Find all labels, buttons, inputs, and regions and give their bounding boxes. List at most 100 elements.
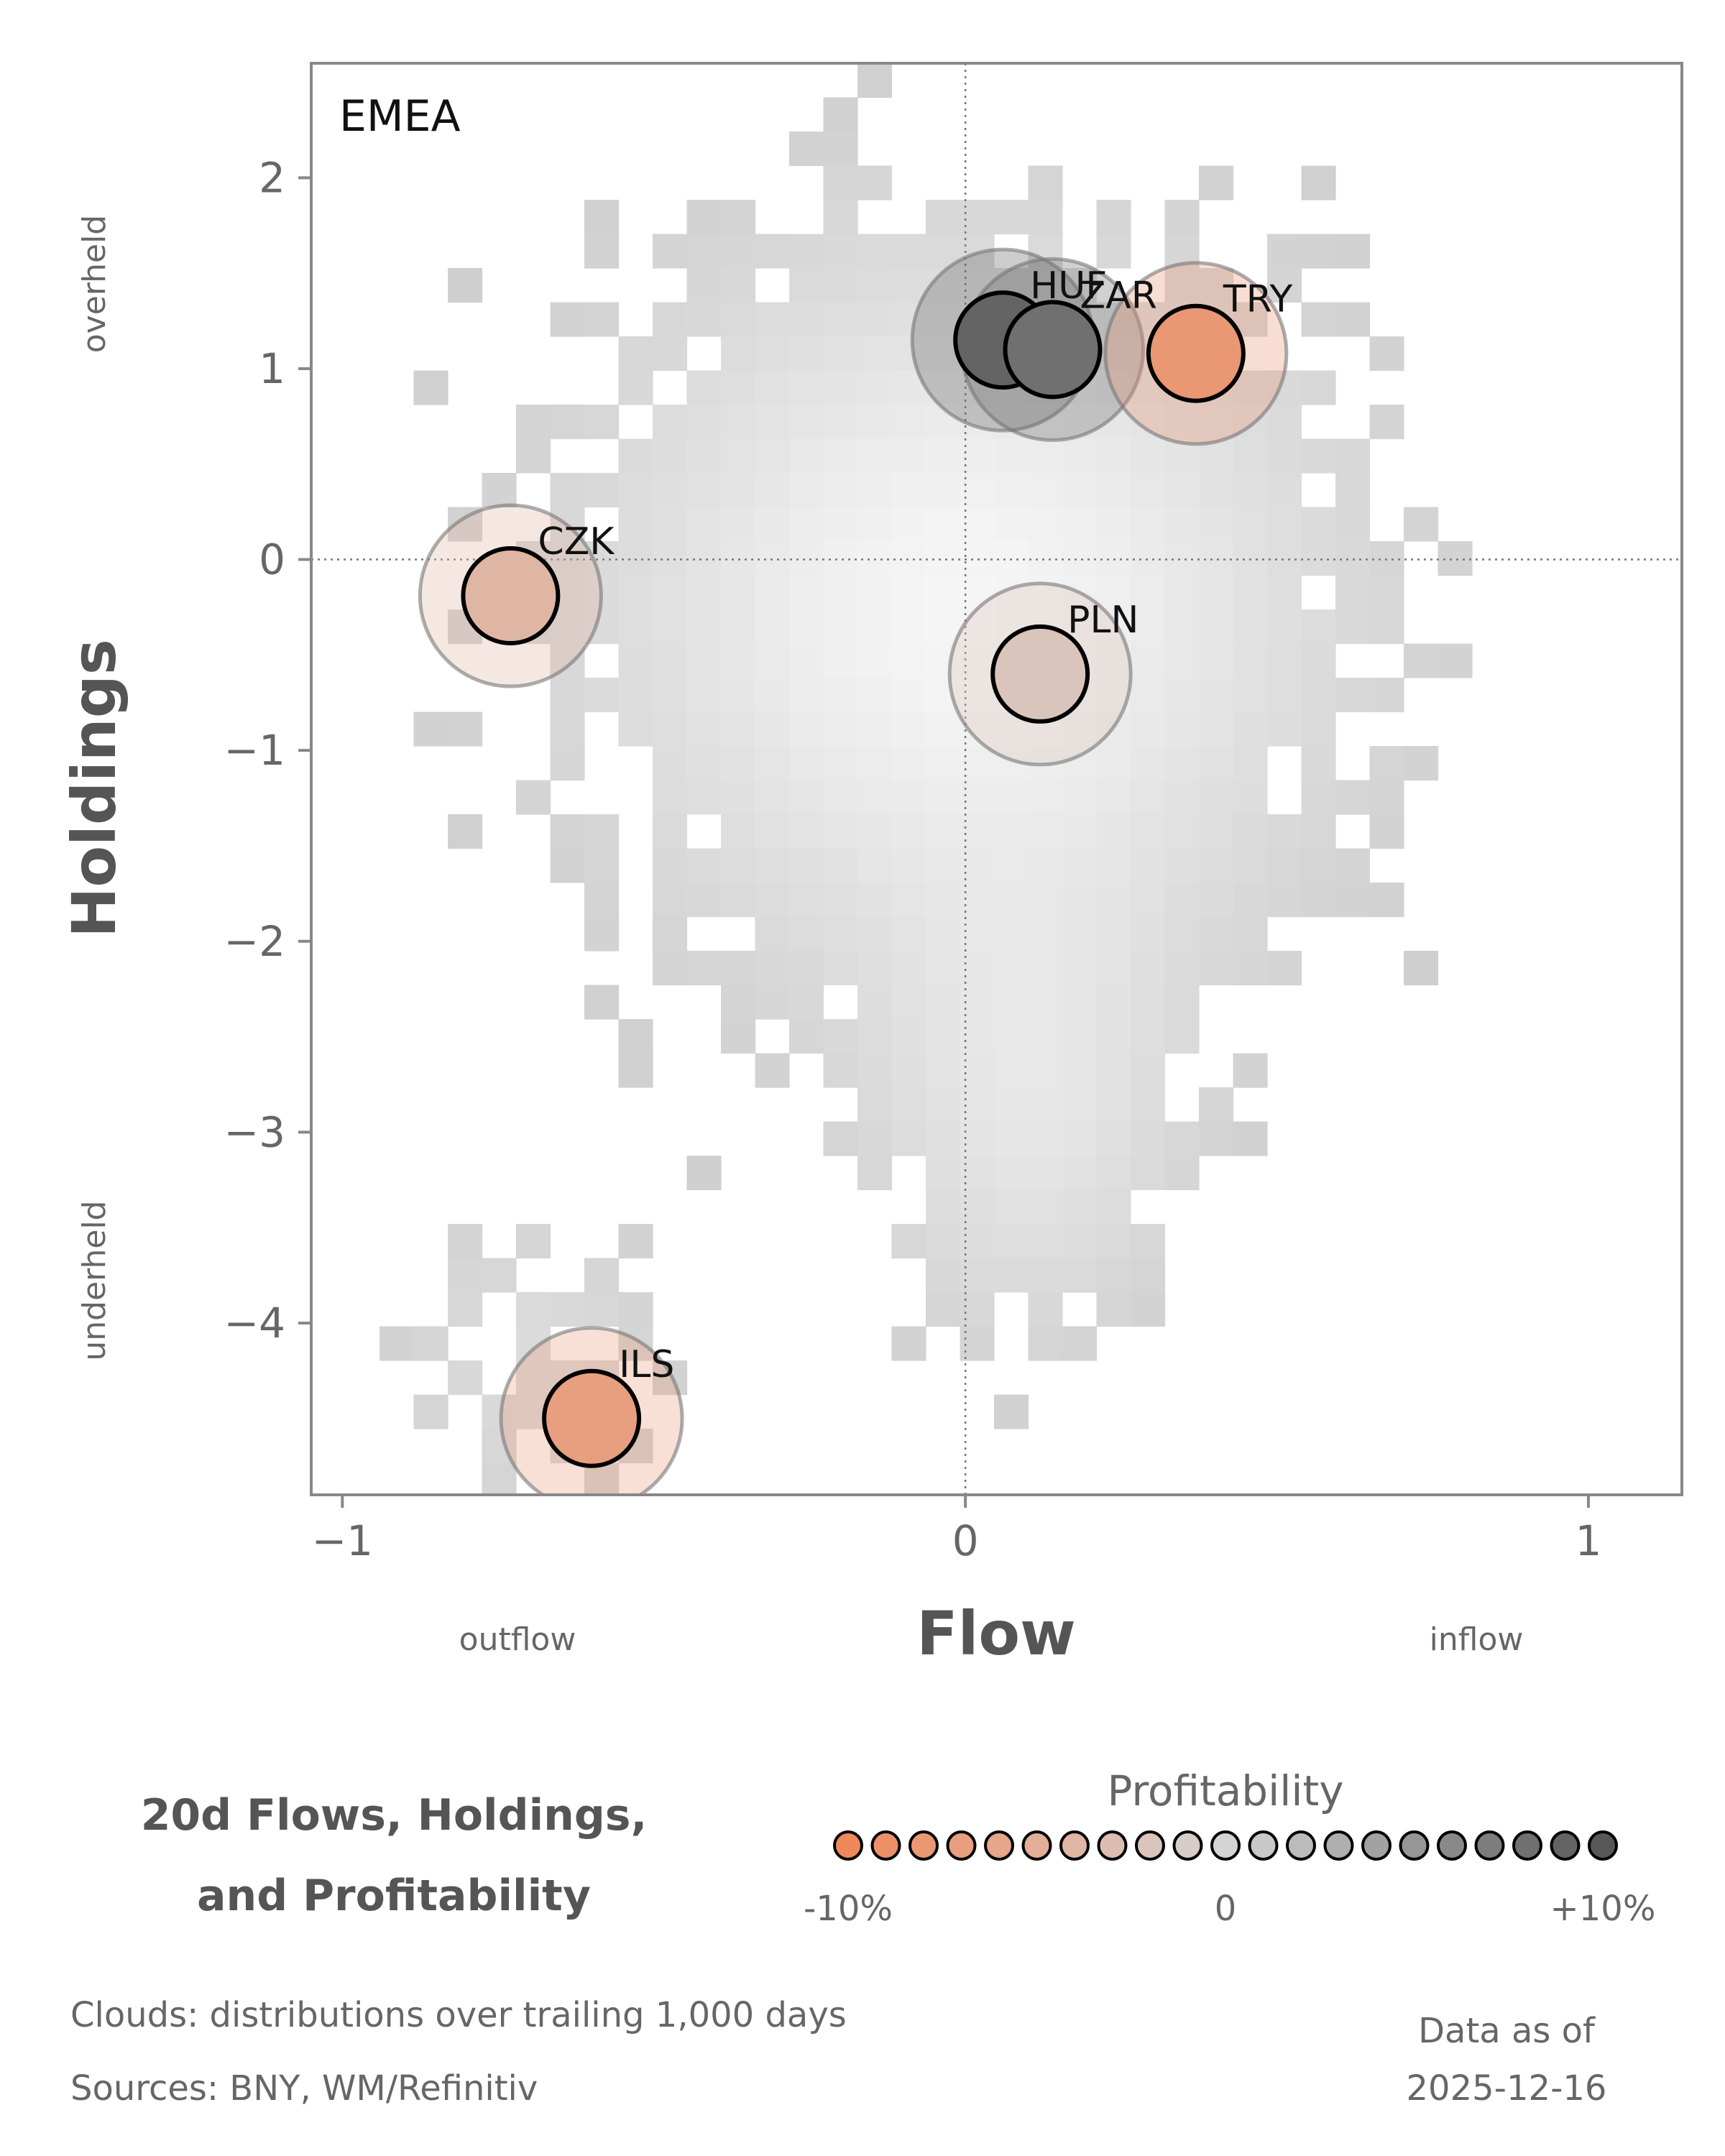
legend-dot	[1248, 1830, 1279, 1861]
cloud-cell	[823, 507, 858, 542]
cloud-cell	[789, 507, 824, 542]
cloud-cell	[926, 916, 961, 952]
cloud-cell	[1267, 234, 1302, 269]
cloud-cell	[857, 1121, 893, 1156]
cloud-cell	[1369, 814, 1404, 849]
cloud-cell	[1096, 985, 1131, 1020]
legend-dot	[946, 1830, 977, 1861]
cloud-cell	[1267, 405, 1302, 440]
cloud-cell	[857, 985, 893, 1020]
cloud-cell	[584, 405, 620, 440]
cloud-cell	[550, 302, 585, 337]
cloud-cell	[891, 473, 926, 508]
cloud-cell	[1096, 473, 1131, 508]
y-tick-label: −1	[224, 726, 286, 775]
cloud-cell	[1096, 916, 1131, 952]
cloud-cell	[1131, 609, 1166, 645]
y-tick-label: −4	[224, 1299, 286, 1348]
czk-label: CZK	[538, 520, 615, 563]
cloud-cell	[1301, 643, 1336, 678]
cloud-cell	[1404, 951, 1439, 986]
cloud-cell	[1199, 165, 1234, 201]
legend-dot	[1588, 1830, 1618, 1861]
cloud-cell	[823, 678, 858, 713]
cloud-cell	[1335, 541, 1371, 576]
cloud-cell	[1335, 678, 1371, 713]
cloud-cell	[686, 951, 722, 986]
cloud-cell	[857, 814, 893, 849]
cloud-cell	[1199, 473, 1234, 508]
cloud-cell	[653, 814, 688, 849]
cloud-cell	[721, 951, 756, 986]
cloud-cell	[789, 575, 824, 610]
cloud-cell	[755, 746, 790, 781]
cloud-cell	[1301, 746, 1336, 781]
cloud-cell	[618, 1292, 653, 1327]
cloud-cell	[1164, 711, 1200, 747]
cloud-cell	[584, 848, 620, 883]
cloud-cell	[448, 1360, 483, 1396]
cloud-cell	[891, 268, 926, 303]
cloud-cell	[516, 438, 551, 474]
cloud-cell	[1062, 438, 1098, 474]
cloud-cell	[1028, 1121, 1063, 1156]
cloud-cell	[1131, 507, 1166, 542]
cloud-cell	[823, 643, 858, 678]
legend-mid-label: 0	[1215, 1889, 1237, 1929]
cloud-cell	[516, 1224, 551, 1259]
cloud-cell	[1062, 883, 1098, 918]
cloud-cell	[1131, 985, 1166, 1020]
cloud-cell	[1233, 916, 1268, 952]
legend-max-label: +10%	[1550, 1889, 1656, 1929]
cloud-cell	[891, 1053, 926, 1088]
as-of-date: 2025-12-16	[1407, 2068, 1607, 2109]
cloud-cell	[1096, 848, 1131, 883]
legend-dot	[1437, 1830, 1467, 1861]
cloud-cell	[1062, 985, 1098, 1020]
legend-dot	[1399, 1830, 1430, 1861]
cloud-cell	[823, 438, 858, 474]
cloud-cell	[653, 643, 688, 678]
cloud-cell	[857, 678, 893, 713]
cloud-cell	[1369, 678, 1404, 713]
cloud-cell	[1369, 746, 1404, 781]
cloud-cell	[1267, 814, 1302, 849]
cloud-cell	[857, 1156, 893, 1191]
cloud-cell	[857, 438, 893, 474]
ils-label: ILS	[619, 1343, 674, 1386]
cloud-cell	[926, 883, 961, 918]
cloud-cell	[721, 370, 756, 405]
clouds-note: Clouds: distributions over trailing 1,00…	[70, 1995, 847, 2035]
cloud-cell	[653, 916, 688, 952]
cloud-cell	[823, 132, 858, 167]
cloud-cell	[1096, 1019, 1131, 1054]
cloud-cell	[1267, 711, 1302, 747]
cloud-cell	[721, 438, 756, 474]
cloud-cell	[1369, 575, 1404, 610]
cloud-cell	[618, 678, 653, 713]
cloud-cell	[686, 1156, 722, 1191]
cloud-cell	[857, 780, 893, 815]
cloud-cell	[721, 268, 756, 303]
cloud-cell	[1164, 951, 1200, 986]
cloud-cell	[823, 1053, 858, 1088]
legend-dot	[1059, 1830, 1090, 1861]
cloud-cell	[686, 711, 722, 747]
cloud-cell	[584, 541, 620, 576]
cloud-cell	[1062, 1258, 1098, 1293]
cloud-cell	[653, 1360, 688, 1396]
cloud-cell	[1096, 575, 1131, 610]
y-axis-title: Holdings	[59, 639, 129, 938]
cloud-cell	[823, 848, 858, 883]
cloud-cell	[823, 1019, 858, 1054]
zar-point	[1003, 300, 1103, 400]
cloud-cell	[721, 575, 756, 610]
cloud-cell	[686, 268, 722, 303]
cloud-cell	[653, 438, 688, 474]
cloud-cell	[994, 814, 1029, 849]
legend-dot	[1172, 1830, 1203, 1861]
cloud-cell	[789, 814, 824, 849]
cloud-cell	[857, 336, 893, 372]
